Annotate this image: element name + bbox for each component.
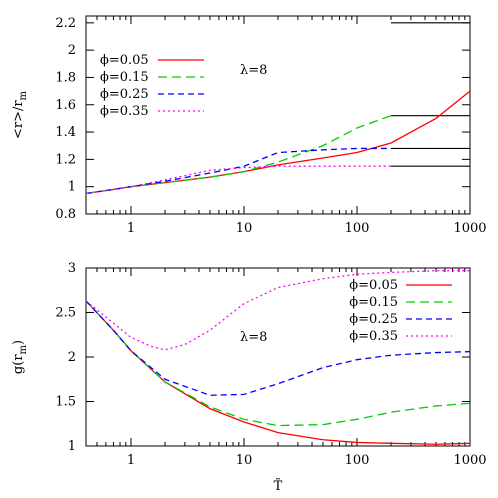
x-tick-label: 1	[127, 453, 135, 468]
annotation-lambda: λ=8	[240, 330, 267, 345]
series-line-3	[85, 300, 471, 396]
y-tick-label: 2	[68, 43, 76, 58]
y-tick-label: 1	[68, 180, 76, 195]
x-tick-label: 1	[127, 221, 135, 236]
y-tick-label: 2.5	[55, 306, 76, 321]
x-tick-label: 1000	[453, 453, 486, 468]
series-line-3	[85, 147, 392, 195]
annotation-lambda: λ=8	[240, 63, 267, 78]
y-axis-label: <r>/rm	[11, 90, 29, 139]
y-tick-label: 1.2	[55, 152, 76, 167]
x-tick-label: 100	[345, 453, 370, 468]
y-tick-label: 1.8	[55, 70, 76, 85]
legend-label: ϕ=0.05	[349, 278, 398, 293]
top-panel: 1 10 100 1000 0.8 1 1.2 1.4 1.6 1.8 2 2.2 ϕ=0.05 ϕ=0.…	[11, 15, 487, 236]
legend-label: ϕ=0.35	[100, 104, 149, 119]
series-line-4	[85, 270, 470, 351]
y-tick-label: 2.2	[55, 16, 76, 31]
legend-label: ϕ=0.05	[100, 53, 149, 68]
series-line-1	[85, 300, 471, 445]
y-tick-label: 2	[68, 350, 76, 365]
x-tick-label: 10	[236, 221, 253, 236]
x-axis-label: T̃	[274, 478, 283, 494]
y-tick-label: 1.4	[55, 125, 76, 140]
y-tick-label: 1.5	[55, 395, 76, 410]
series-line-2	[85, 300, 471, 427]
bottom-panel: 1 10 100 1000 1 1.5 2 2.5 3 ϕ=0.05 ϕ=0.15 ϕ=0.25 ϕ=0…	[11, 261, 487, 494]
x-tick-label: 10	[236, 453, 253, 468]
y-tick-label: 3	[68, 261, 76, 276]
legend-label: ϕ=0.15	[100, 70, 149, 85]
legend-label: ϕ=0.35	[349, 329, 398, 344]
y-axis-label: g(rm)	[11, 340, 29, 374]
x-tick-label: 100	[345, 221, 370, 236]
legend-label: ϕ=0.25	[100, 87, 149, 102]
series-line-4	[85, 165, 392, 195]
y-tick-label: 0.8	[55, 207, 76, 222]
x-tick-label: 1000	[453, 221, 486, 236]
y-tick-label: 1	[68, 439, 76, 454]
y-tick-label: 1.6	[55, 98, 76, 113]
legend-label: ϕ=0.25	[349, 312, 398, 327]
plot-frame	[85, 267, 471, 447]
legend-label: ϕ=0.15	[349, 295, 398, 310]
